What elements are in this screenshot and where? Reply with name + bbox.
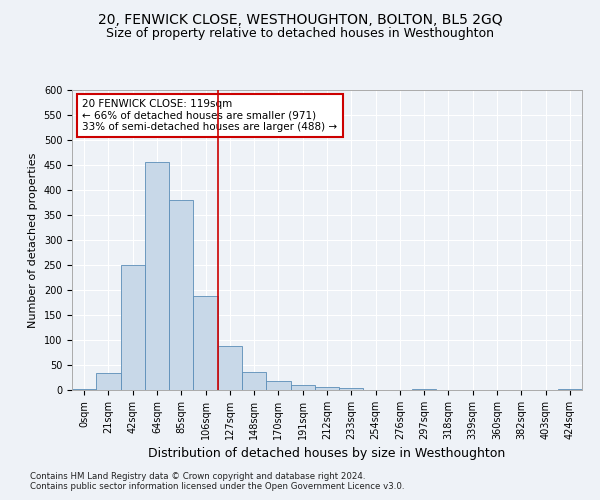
Bar [558, 389, 582, 390]
X-axis label: Distribution of detached houses by size in Westhoughton: Distribution of detached houses by size … [148, 448, 506, 460]
Bar [339, 388, 364, 390]
Bar [96, 372, 121, 390]
Text: Contains public sector information licensed under the Open Government Licence v3: Contains public sector information licen… [30, 482, 404, 491]
Bar [121, 265, 145, 390]
Bar [266, 381, 290, 390]
Text: Size of property relative to detached houses in Westhoughton: Size of property relative to detached ho… [106, 28, 494, 40]
Bar [242, 372, 266, 390]
Y-axis label: Number of detached properties: Number of detached properties [28, 152, 38, 328]
Bar [169, 200, 193, 390]
Bar [290, 384, 315, 390]
Text: 20 FENWICK CLOSE: 119sqm
← 66% of detached houses are smaller (971)
33% of semi-: 20 FENWICK CLOSE: 119sqm ← 66% of detach… [82, 99, 337, 132]
Text: 20, FENWICK CLOSE, WESTHOUGHTON, BOLTON, BL5 2GQ: 20, FENWICK CLOSE, WESTHOUGHTON, BOLTON,… [98, 12, 502, 26]
Bar [218, 346, 242, 390]
Bar [72, 389, 96, 390]
Bar [412, 389, 436, 390]
Bar [145, 162, 169, 390]
Text: Contains HM Land Registry data © Crown copyright and database right 2024.: Contains HM Land Registry data © Crown c… [30, 472, 365, 481]
Bar [193, 296, 218, 390]
Bar [315, 387, 339, 390]
